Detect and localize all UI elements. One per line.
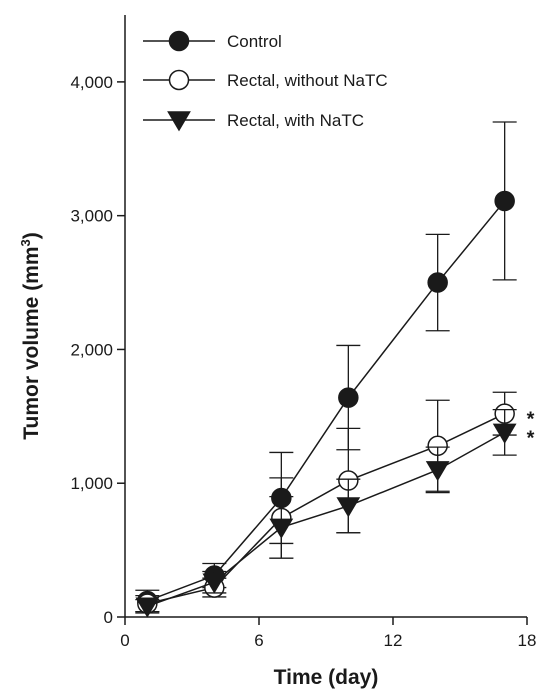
legend: Control Rectal, without NaTC Rectal, with … (143, 30, 388, 132)
axes (124, 15, 527, 618)
series-line (147, 431, 506, 608)
x-tick-label: 12 (384, 631, 403, 650)
series-line (147, 200, 506, 602)
significance-mark: * (527, 409, 535, 431)
y-tick-label: 4,000 (70, 73, 113, 92)
legend-marker (168, 30, 190, 52)
data-point (338, 387, 359, 408)
y-tick-label: 1,000 (70, 474, 113, 493)
y-axis-title-suffix: ) (20, 232, 43, 239)
legend-entry: Rectal, with NaTC (143, 111, 364, 132)
legend-marker (167, 111, 191, 132)
data-point (202, 573, 227, 594)
data-point (135, 597, 160, 618)
series-line (147, 412, 505, 605)
legend-label: Rectal, without NaTC (227, 71, 388, 90)
significance-mark: * (527, 427, 535, 449)
annotations: ** (527, 409, 535, 450)
series-3 (135, 408, 517, 618)
data-point (492, 423, 517, 444)
y-axis-title-superscript: 3 (18, 239, 33, 246)
y-axis-title: Tumor volume (mm3) (18, 232, 43, 440)
data-point (427, 272, 448, 293)
data-point (336, 497, 361, 518)
legend-marker (168, 69, 190, 91)
legend-entry: Control (143, 30, 282, 52)
legend-label: Rectal, with NaTC (227, 111, 364, 130)
ticks: 0 1,000 2,000 3,000 4,000 0 6 12 18 (70, 73, 536, 650)
series-2 (135, 391, 517, 614)
legend-entry: Rectal, without NaTC (143, 69, 388, 91)
data-point (494, 190, 515, 212)
x-tick-label: 18 (518, 631, 537, 650)
y-tick-label: 3,000 (70, 207, 113, 226)
data-point (269, 518, 294, 539)
y-axis-title-main: Tumor volume (mm (20, 246, 43, 439)
data-point (425, 461, 450, 482)
y-tick-label: 0 (104, 608, 113, 627)
x-tick-label: 6 (254, 631, 263, 650)
series-1 (135, 121, 517, 613)
x-tick-label: 0 (120, 631, 129, 650)
series-layer (135, 121, 517, 618)
y-tick-label: 2,000 (70, 340, 113, 359)
x-axis-title: Time (day) (274, 666, 379, 689)
legend-label: Control (227, 32, 282, 51)
